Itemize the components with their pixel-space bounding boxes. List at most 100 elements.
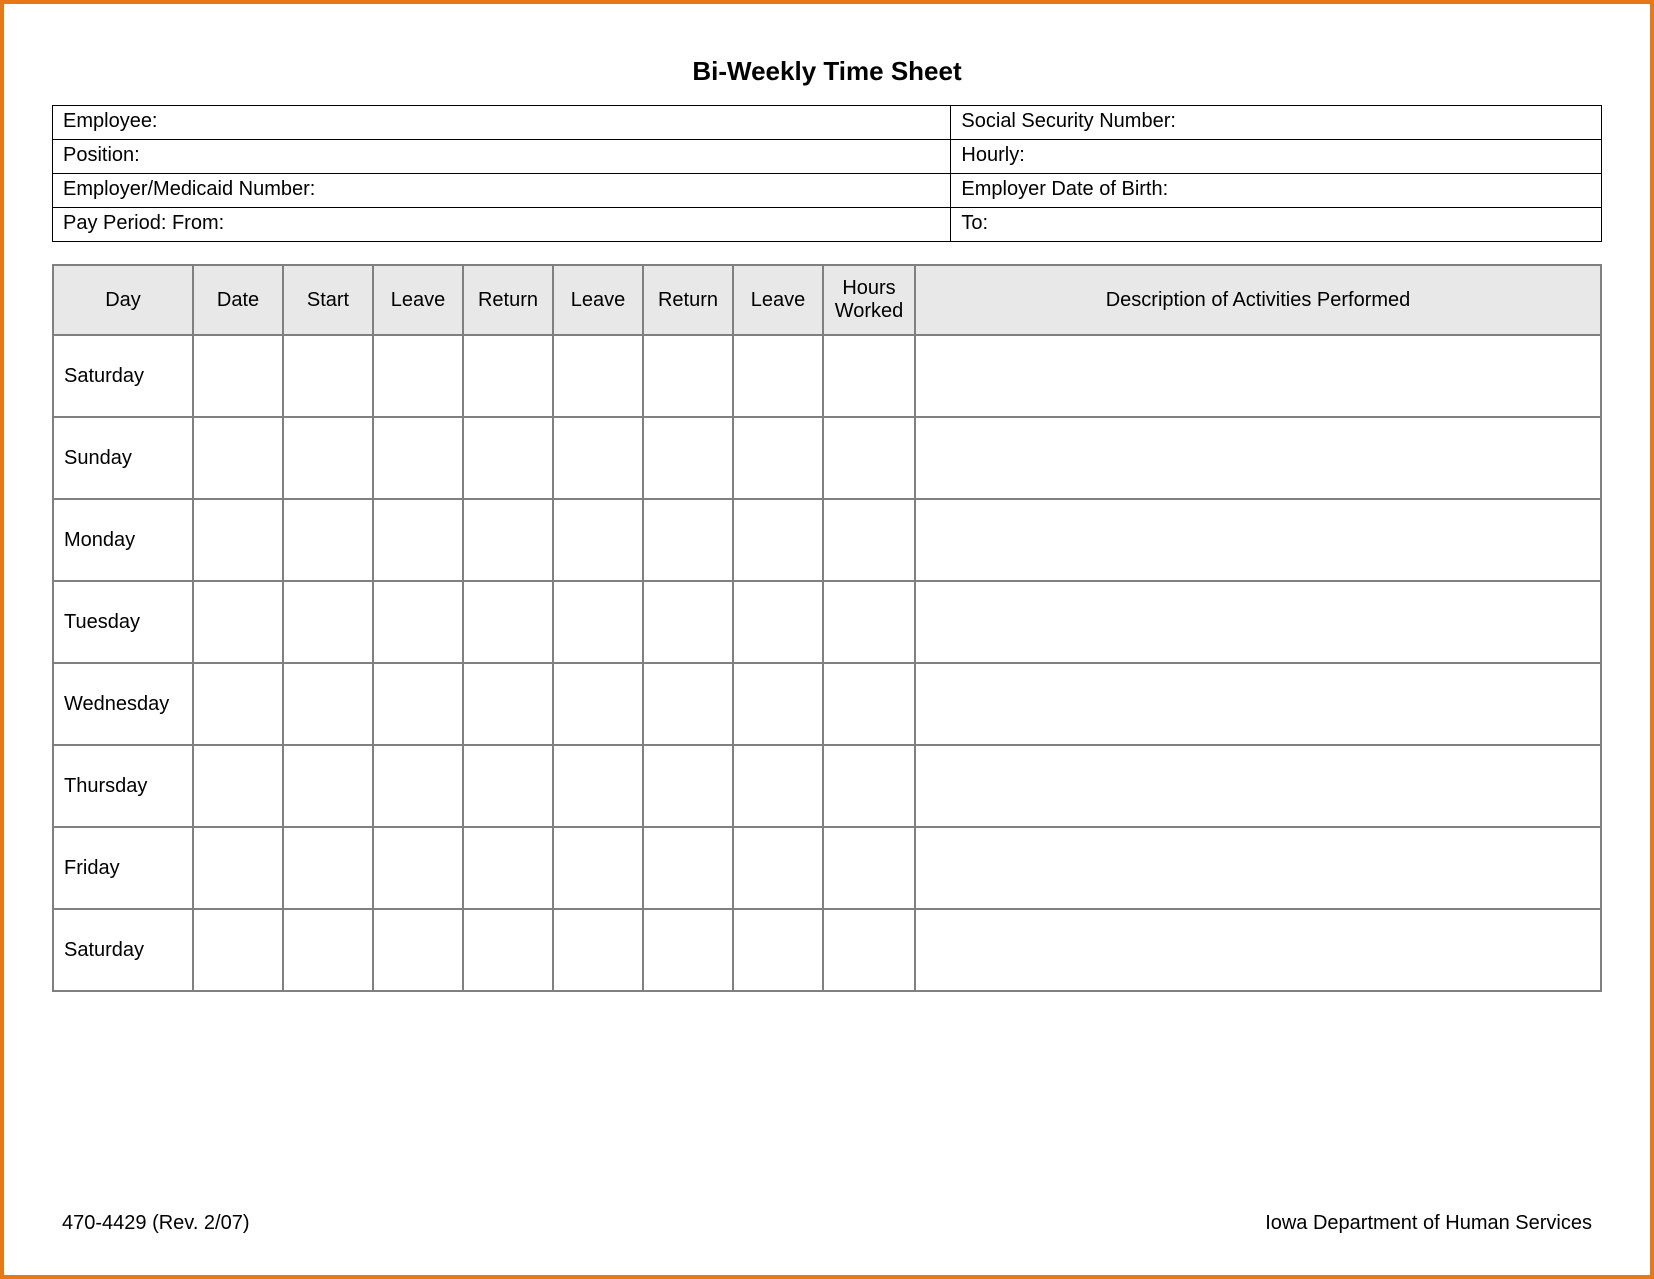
cell-date <box>193 417 283 499</box>
col-header-description: Description of Activities Performed <box>915 265 1601 335</box>
employee-label: Employee: <box>53 106 951 140</box>
cell-day: Monday <box>53 499 193 581</box>
table-row: Monday <box>53 499 1601 581</box>
cell-return2 <box>643 909 733 991</box>
cell-start <box>283 745 373 827</box>
cell-start <box>283 827 373 909</box>
cell-date <box>193 745 283 827</box>
cell-leave1 <box>373 499 463 581</box>
cell-start <box>283 663 373 745</box>
cell-leave3 <box>733 335 823 417</box>
cell-leave2 <box>553 663 643 745</box>
cell-day: Friday <box>53 827 193 909</box>
cell-leave3 <box>733 745 823 827</box>
col-header-date: Date <box>193 265 283 335</box>
pay-period-to-label: To: <box>951 208 1602 242</box>
info-row-employer: Employer/Medicaid Number: Employer Date … <box>53 174 1602 208</box>
cell-leave3 <box>733 909 823 991</box>
cell-return2 <box>643 335 733 417</box>
cell-start <box>283 581 373 663</box>
cell-day: Saturday <box>53 909 193 991</box>
cell-return1 <box>463 335 553 417</box>
table-row: Wednesday <box>53 663 1601 745</box>
document-footer: 470-4429 (Rev. 2/07) Iowa Department of … <box>62 1212 1592 1235</box>
cell-description <box>915 417 1601 499</box>
col-header-day: Day <box>53 265 193 335</box>
cell-hours <box>823 827 915 909</box>
col-header-start: Start <box>283 265 373 335</box>
cell-leave3 <box>733 581 823 663</box>
col-header-leave-2: Leave <box>553 265 643 335</box>
cell-leave3 <box>733 499 823 581</box>
cell-day: Wednesday <box>53 663 193 745</box>
cell-return1 <box>463 909 553 991</box>
cell-hours <box>823 499 915 581</box>
cell-hours <box>823 745 915 827</box>
cell-leave3 <box>733 417 823 499</box>
form-number: 470-4429 (Rev. 2/07) <box>62 1212 250 1235</box>
hourly-label: Hourly: <box>951 140 1602 174</box>
cell-hours <box>823 663 915 745</box>
cell-date <box>193 335 283 417</box>
cell-return1 <box>463 827 553 909</box>
cell-leave1 <box>373 827 463 909</box>
employer-dob-label: Employer Date of Birth: <box>951 174 1602 208</box>
table-row: Thursday <box>53 745 1601 827</box>
cell-leave1 <box>373 745 463 827</box>
timesheet-table: Day Date Start Leave Return Leave Return… <box>52 264 1602 992</box>
pay-period-from-label: Pay Period: From: <box>53 208 951 242</box>
document-frame: Bi-Weekly Time Sheet Employee: Social Se… <box>0 0 1654 1279</box>
table-row: Sunday <box>53 417 1601 499</box>
cell-date <box>193 663 283 745</box>
cell-return2 <box>643 745 733 827</box>
col-header-leave-3: Leave <box>733 265 823 335</box>
position-label: Position: <box>53 140 951 174</box>
cell-return1 <box>463 663 553 745</box>
cell-return1 <box>463 581 553 663</box>
cell-description <box>915 909 1601 991</box>
cell-hours <box>823 335 915 417</box>
table-header-row: Day Date Start Leave Return Leave Return… <box>53 265 1601 335</box>
cell-leave2 <box>553 417 643 499</box>
table-row: Friday <box>53 827 1601 909</box>
cell-leave3 <box>733 663 823 745</box>
cell-return1 <box>463 745 553 827</box>
cell-description <box>915 827 1601 909</box>
cell-return2 <box>643 663 733 745</box>
cell-day: Thursday <box>53 745 193 827</box>
col-header-hours: Hours Worked <box>823 265 915 335</box>
cell-day: Sunday <box>53 417 193 499</box>
cell-description <box>915 663 1601 745</box>
cell-start <box>283 499 373 581</box>
cell-leave2 <box>553 909 643 991</box>
cell-start <box>283 417 373 499</box>
document-title: Bi-Weekly Time Sheet <box>52 56 1602 87</box>
cell-start <box>283 909 373 991</box>
table-row: Tuesday <box>53 581 1601 663</box>
cell-return1 <box>463 499 553 581</box>
table-row: Saturday <box>53 909 1601 991</box>
info-row-pay-period: Pay Period: From: To: <box>53 208 1602 242</box>
cell-return2 <box>643 827 733 909</box>
cell-return2 <box>643 417 733 499</box>
cell-day: Tuesday <box>53 581 193 663</box>
cell-leave2 <box>553 581 643 663</box>
cell-leave1 <box>373 417 463 499</box>
cell-hours <box>823 581 915 663</box>
col-header-return-2: Return <box>643 265 733 335</box>
cell-description <box>915 745 1601 827</box>
cell-return2 <box>643 581 733 663</box>
cell-hours <box>823 909 915 991</box>
cell-leave2 <box>553 745 643 827</box>
cell-leave2 <box>553 499 643 581</box>
cell-description <box>915 499 1601 581</box>
cell-date <box>193 909 283 991</box>
col-header-leave-1: Leave <box>373 265 463 335</box>
table-row: Saturday <box>53 335 1601 417</box>
cell-leave1 <box>373 335 463 417</box>
cell-description <box>915 581 1601 663</box>
cell-leave1 <box>373 663 463 745</box>
cell-hours <box>823 417 915 499</box>
cell-date <box>193 827 283 909</box>
cell-start <box>283 335 373 417</box>
